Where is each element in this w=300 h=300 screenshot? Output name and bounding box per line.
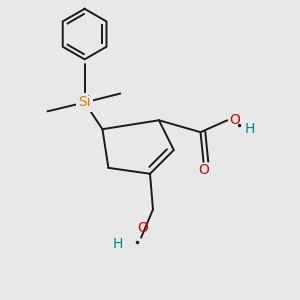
Text: H: H [245,122,256,136]
Text: Si: Si [78,95,91,110]
Text: O: O [229,113,240,127]
Text: O: O [137,221,148,235]
Text: O: O [198,164,209,177]
Text: H: H [113,237,123,251]
